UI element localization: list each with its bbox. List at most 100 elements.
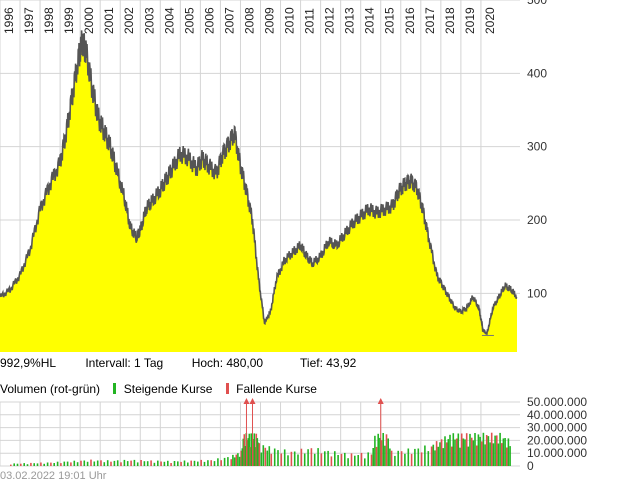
volume-bar — [427, 451, 430, 466]
volume-bar — [432, 444, 435, 466]
volume-bar — [479, 436, 481, 466]
volume-bar — [237, 453, 239, 466]
volume-bar — [445, 442, 448, 466]
volume-bar — [354, 455, 356, 466]
volume-bar — [190, 460, 192, 466]
year-label-2010: 2010 — [283, 7, 297, 34]
volume-bar — [223, 457, 226, 466]
volume-bar — [385, 434, 388, 466]
volume-bar — [434, 450, 436, 466]
volume-bar — [277, 450, 279, 466]
volume-bar — [53, 463, 55, 466]
volume-bar — [449, 434, 451, 466]
volume-bar — [447, 439, 450, 466]
volume-bar — [10, 464, 12, 466]
volume-overflow-arrow — [249, 398, 256, 404]
volume-bar — [26, 464, 29, 466]
volume-bar — [133, 459, 136, 466]
volume-bar — [470, 437, 473, 466]
year-label-2019: 2019 — [463, 7, 477, 34]
volume-bar — [320, 453, 323, 466]
volume-bar — [20, 463, 22, 466]
volume-bar — [23, 463, 25, 466]
volume-bar — [397, 450, 399, 466]
volume-bar — [384, 445, 386, 466]
volume-bar — [372, 448, 374, 466]
volume-bar — [241, 448, 244, 466]
volume-bar — [217, 458, 219, 466]
volume-bar — [499, 432, 501, 466]
year-label-2011: 2011 — [303, 8, 317, 34]
volume-bar — [414, 448, 416, 466]
volume-bar — [340, 453, 343, 466]
volume-bar — [266, 450, 269, 466]
volume-bar — [250, 433, 253, 466]
year-label-2015: 2015 — [383, 7, 397, 34]
volume-bar — [130, 460, 132, 466]
year-label-1996: 1996 — [2, 7, 16, 34]
volume-bar — [93, 461, 96, 466]
year-label-2001: 2001 — [102, 7, 116, 34]
volume-bar — [16, 463, 19, 466]
volume-bar — [56, 461, 59, 466]
volume-bar — [480, 441, 483, 466]
volume-bar — [303, 453, 306, 466]
volume-bar — [494, 435, 496, 466]
high-label: Hoch: 480,00 — [191, 356, 264, 370]
volume-bar — [440, 439, 443, 466]
chart-info-bar: 992,9%HL Intervall: 1 Tag Hoch: 480,00 T… — [0, 356, 356, 370]
volume-bar — [136, 462, 139, 466]
volume-bar — [475, 445, 478, 466]
volume-bar — [193, 460, 196, 466]
volume-bar — [160, 461, 162, 466]
volume-bar — [213, 461, 216, 466]
volume-bar — [153, 462, 156, 466]
volume-bar — [210, 460, 212, 466]
volume-bar — [33, 463, 35, 466]
volume-tick-1: 10.000.000 — [527, 446, 587, 460]
volume-bar — [246, 439, 249, 466]
volume-bar — [293, 451, 296, 466]
year-label-2003: 2003 — [142, 7, 156, 34]
volume-bar — [143, 461, 146, 466]
volume-bar — [43, 463, 45, 466]
volume-bar — [360, 452, 363, 466]
volume-bar — [120, 462, 122, 466]
year-label-2006: 2006 — [202, 7, 216, 34]
volume-bar — [307, 449, 309, 466]
volume-bar — [235, 454, 238, 466]
volume-bar — [394, 455, 396, 466]
volume-bar — [257, 442, 260, 466]
volume-bar — [103, 462, 106, 466]
volume-bar — [430, 446, 433, 466]
year-label-1998: 1998 — [42, 7, 56, 34]
volume-bar — [110, 461, 112, 466]
volume-bar — [387, 438, 389, 466]
volume-bar — [50, 462, 52, 466]
volume-bar — [197, 461, 199, 466]
volume-bar — [501, 443, 503, 466]
volume-bar — [140, 460, 142, 466]
volume-bars — [10, 398, 511, 466]
volume-bar — [96, 460, 99, 466]
volume-bar — [80, 460, 82, 466]
volume-bar — [60, 463, 62, 466]
volume-bar — [83, 460, 86, 466]
volume-bar — [203, 461, 206, 466]
year-label-2009: 2009 — [263, 7, 277, 34]
rising-legend-label: Steigende Kurse — [123, 381, 213, 396]
volume-bar — [297, 454, 299, 466]
volume-bar — [337, 455, 339, 466]
volume-bar — [230, 459, 232, 466]
volume-legend: Volumen (rot-grün) Steigende Kurse Falle… — [0, 381, 317, 396]
volume-bar — [113, 460, 116, 466]
volume-bar — [170, 463, 172, 466]
year-label-2017: 2017 — [423, 7, 437, 34]
volume-bar — [424, 445, 426, 466]
volume-tick-4: 40.000.000 — [527, 408, 587, 422]
volume-bar — [253, 433, 256, 466]
volume-bar — [452, 433, 455, 466]
volume-bar — [73, 460, 76, 466]
volume-bar — [167, 460, 169, 466]
volume-bar — [163, 461, 166, 466]
